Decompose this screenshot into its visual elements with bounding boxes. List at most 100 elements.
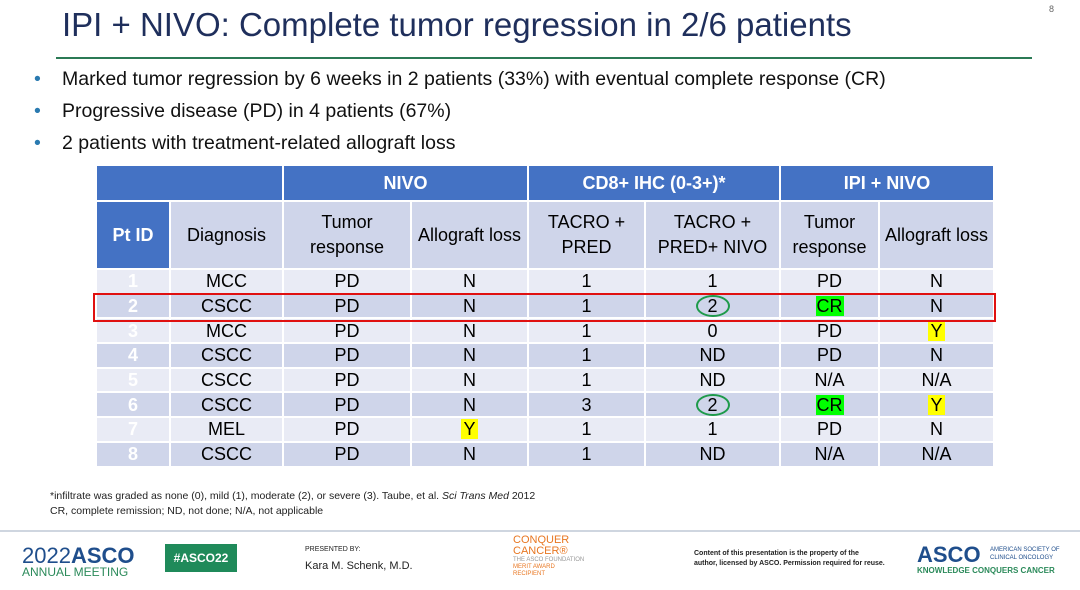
bullet-item: • Marked tumor regression by 6 weeks in 2… (34, 68, 886, 100)
cell-value: 2 (127, 296, 138, 317)
table-cell: 1 (527, 440, 646, 468)
table-cell: 1 (527, 317, 646, 345)
table-cell: PD (282, 366, 412, 394)
cell-value: 1 (581, 370, 592, 391)
cell-value: PD (334, 444, 360, 465)
table-cell: 1 (527, 366, 646, 394)
cell-value: Y (928, 394, 945, 415)
cell-value: ND (699, 444, 726, 465)
table-cell: CR (779, 292, 880, 320)
cell-value: N (930, 419, 943, 440)
table-cell: PD (779, 268, 880, 295)
cell-value: N (463, 370, 476, 391)
cell-value: CR (815, 394, 844, 415)
cell-value: CR (815, 296, 844, 317)
column-header: Allograft loss (410, 200, 529, 270)
cell-value: PD (334, 370, 360, 391)
cell-value: CSCC (200, 444, 252, 465)
table-cell: PD (282, 440, 412, 468)
cell-value: 1 (581, 345, 592, 366)
bullet-text: 2 patients with treatment-related allogr… (62, 132, 456, 154)
asco-logo: ASCO (917, 542, 981, 567)
cell-value: N (463, 444, 476, 465)
table-cell: PD (282, 391, 412, 419)
cell-value: PD (334, 320, 360, 341)
cell-value: Y (928, 320, 945, 341)
table-cell: PD (779, 342, 880, 369)
cell-value: 1 (581, 419, 592, 440)
table-cell: PD (779, 416, 880, 443)
cell-value: MCC (206, 271, 247, 292)
cell-value: CSCC (200, 370, 252, 391)
page-number: 8 (1048, 4, 1054, 14)
table-cell: N/A (878, 366, 995, 394)
table-row: 7 MEL PD Y 1 1 PD N (95, 416, 995, 443)
table-cell: CSCC (169, 292, 284, 320)
footnote: *infiltrate was graded as none (0), mild… (50, 490, 442, 502)
cell-value: 1 (707, 419, 718, 440)
table-cell: N (878, 342, 995, 369)
column-header: Allograft loss (878, 200, 995, 270)
column-header: Pt ID (95, 200, 171, 270)
cell-value: N (463, 320, 476, 341)
cell-value: N (930, 271, 943, 292)
cell-value: PD (334, 296, 360, 317)
table-cell: 3 (527, 391, 646, 419)
cell-value: N (463, 271, 476, 292)
column-header: TACRO + PRED+ NIVO (644, 200, 781, 270)
column-header: Tumor response (779, 200, 880, 270)
table-cell: 3 (95, 317, 171, 345)
table-cell: PD (282, 342, 412, 369)
table-cell: ND (644, 342, 781, 369)
cell-value: N (930, 296, 943, 317)
cell-value: 1 (707, 271, 718, 292)
table-cell: Y (878, 317, 995, 345)
table-cell: N/A (779, 366, 880, 394)
table-cell: 2 (644, 391, 781, 419)
table-row: 2 CSCC PD N 1 2 CR N (95, 292, 995, 320)
cell-value: N/A (921, 444, 952, 465)
bullet-text: Progressive disease (PD) in 4 patients (… (62, 100, 452, 122)
table-cell: Y (410, 416, 529, 443)
table-cell: CR (779, 391, 880, 419)
table-cell: N (410, 440, 529, 468)
group-header: NIVO (282, 164, 529, 202)
table-cell: N (410, 268, 529, 295)
cell-value: Y (461, 419, 478, 440)
slide-title: IPI + NIVO: Complete tumor regression in… (62, 6, 852, 43)
column-header: TACRO + PRED (527, 200, 646, 270)
hashtag-badge: #ASCO22 (165, 544, 237, 572)
journal: Sci Trans Med (442, 490, 509, 502)
cell-value: CSCC (200, 394, 252, 415)
table-cell: CSCC (169, 391, 284, 419)
group-header: CD8+ IHC (0-3+)* (527, 164, 781, 202)
table-cell: MCC (169, 317, 284, 345)
table-cell: PD (282, 317, 412, 345)
bullet-text: Marked tumor regression by 6 weeks in 2 … (62, 68, 886, 90)
table-cell: CSCC (169, 366, 284, 394)
cell-value: PD (334, 419, 360, 440)
table-cell: 6 (95, 391, 171, 419)
cell-value: 4 (127, 345, 138, 366)
cell-value: PD (334, 345, 360, 366)
table-row: 3 MCC PD N 1 0 PD Y (95, 317, 995, 345)
cell-value: 0 (707, 320, 718, 341)
cell-value: 3 (581, 394, 592, 415)
table-cell: 1 (527, 292, 646, 320)
cell-value: PD (334, 394, 360, 415)
cell-value: 1 (581, 444, 592, 465)
table-cell: 1 (527, 342, 646, 369)
cell-value: PD (816, 419, 842, 440)
table-cell: 1 (527, 268, 646, 295)
footnote-year: 2012 (508, 490, 536, 502)
table-cell: N/A (779, 440, 880, 468)
highlight-box (93, 293, 996, 322)
cell-value: 2 (695, 295, 730, 318)
cell-value: MCC (206, 320, 247, 341)
cell-value: 6 (127, 394, 138, 415)
cell-value: 8 (127, 444, 138, 465)
table-cell: Y (878, 391, 995, 419)
group-header-row: NIVO CD8+ IHC (0-3+)* IPI + NIVO (95, 164, 995, 202)
cell-value: 1 (581, 271, 592, 292)
cell-value: 5 (127, 370, 138, 391)
